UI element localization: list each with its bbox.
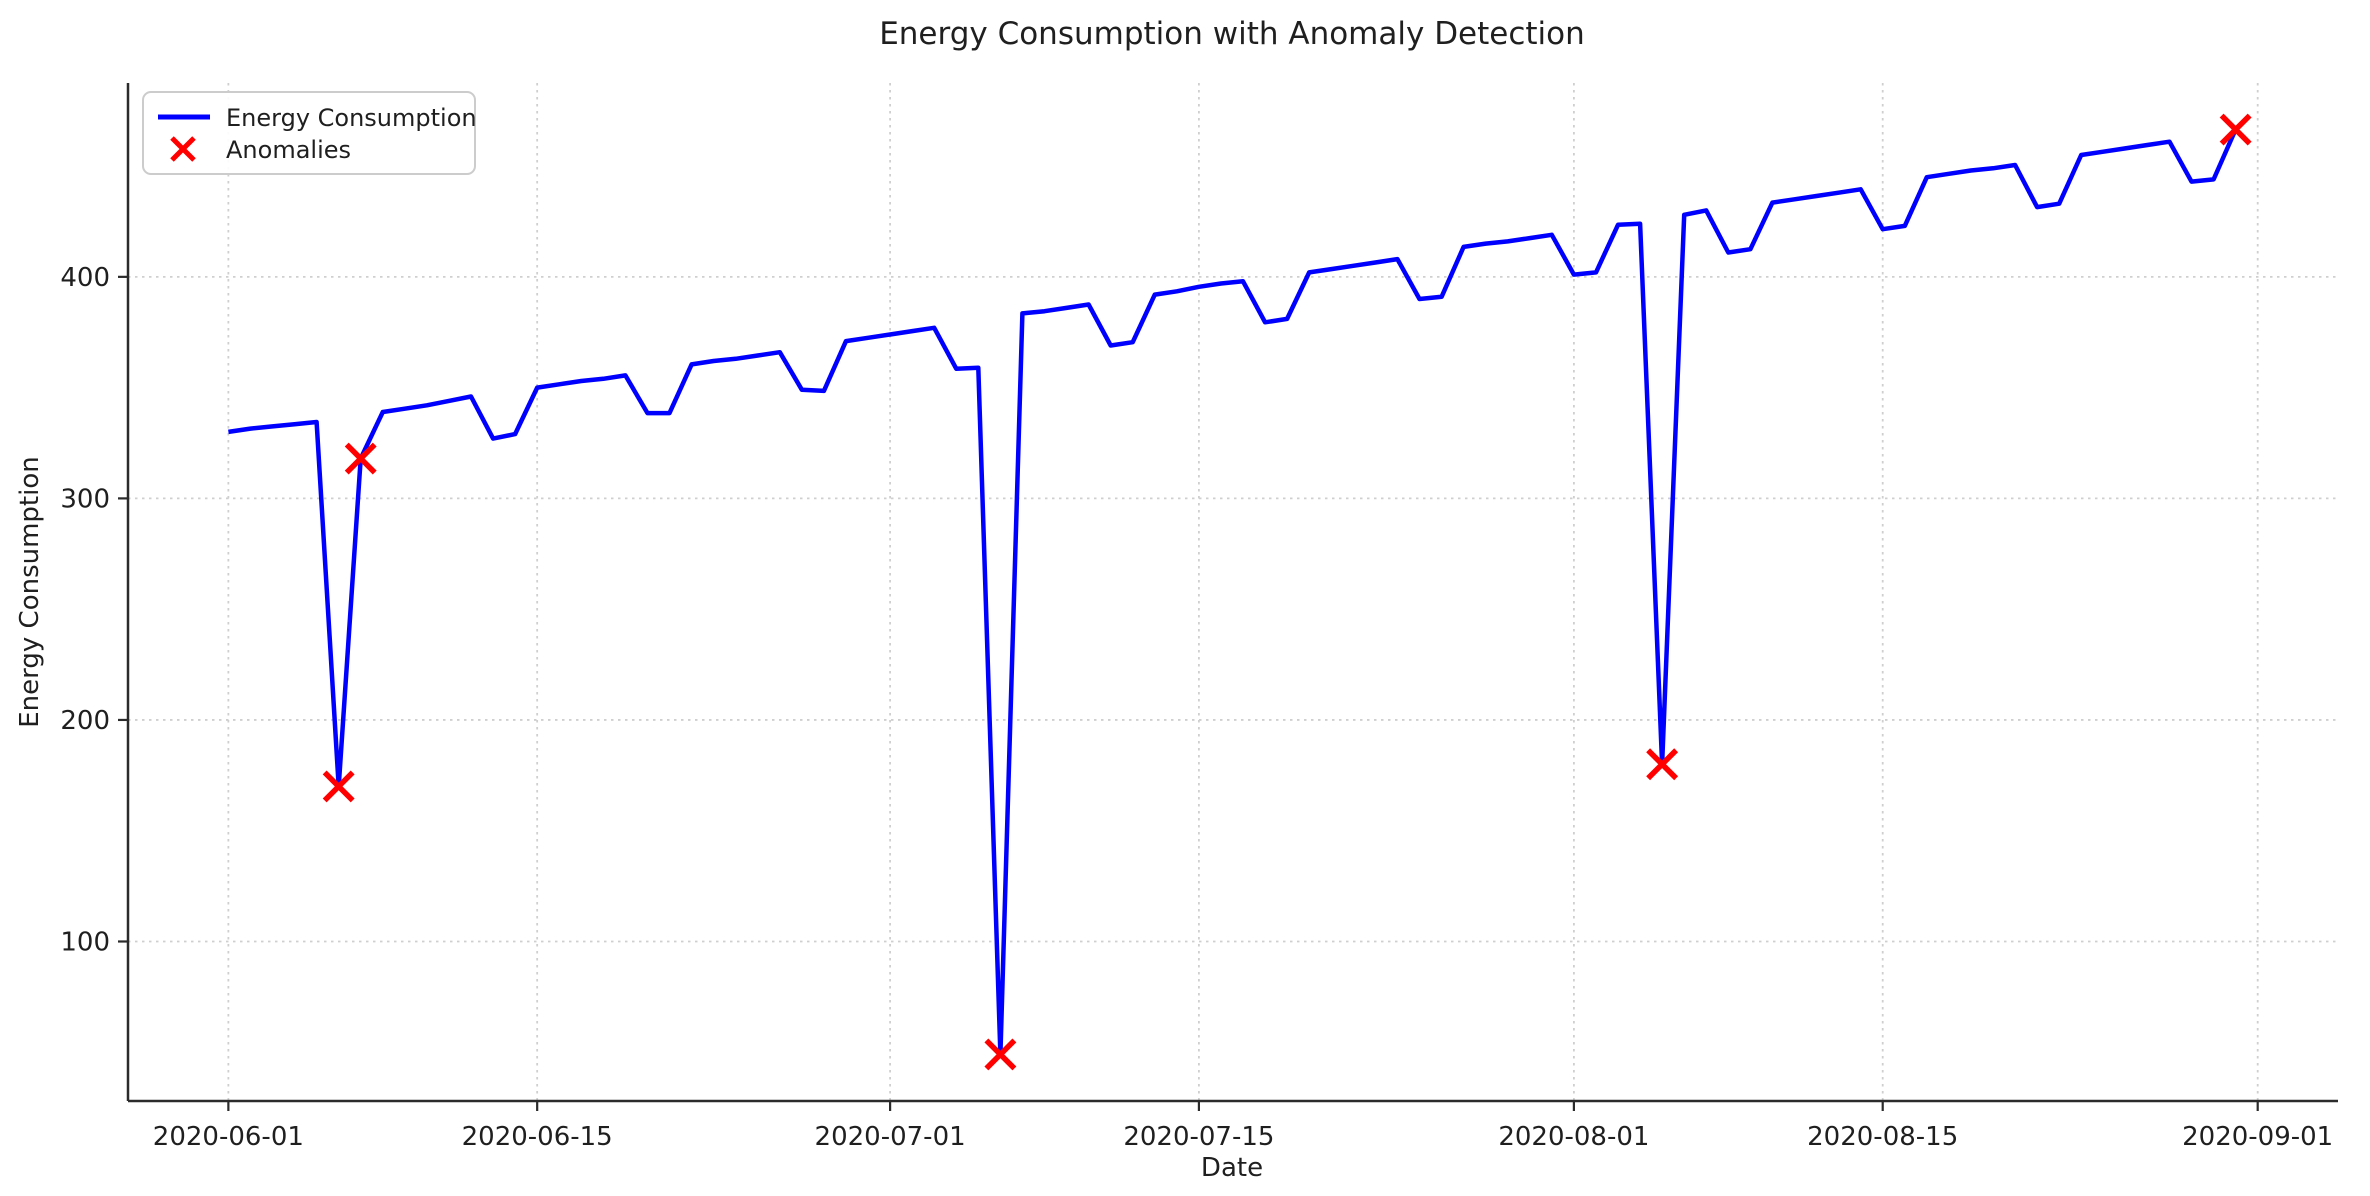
legend-label-anomalies: Anomalies bbox=[226, 136, 351, 164]
legend-anomaly-x-icon bbox=[170, 136, 196, 162]
anomaly-x-marker bbox=[322, 770, 355, 803]
x-tick-label: 2020-07-15 bbox=[1123, 1122, 1274, 1152]
legend-label-energy-consumption: Energy Consumption bbox=[226, 104, 477, 132]
anomaly-x-marker bbox=[1646, 748, 1679, 781]
x-tick-label: 2020-09-01 bbox=[2182, 1122, 2333, 1152]
x-tick-label: 2020-06-15 bbox=[462, 1122, 613, 1152]
y-tick-label: 100 bbox=[60, 927, 110, 957]
x-tick-label: 2020-08-01 bbox=[1498, 1122, 1649, 1152]
axes-spines bbox=[126, 83, 2338, 1103]
tick-label-layer: 2020-06-01 2020-06-15 2020-07-01 2020-07-15… bbox=[60, 263, 2333, 1152]
energy-consumption-line bbox=[228, 128, 2238, 1057]
x-tick-label: 2020-06-01 bbox=[153, 1122, 304, 1152]
anomaly-x-marker bbox=[984, 1038, 1017, 1071]
y-tick-label: 200 bbox=[60, 706, 110, 736]
x-tick-label: 2020-07-01 bbox=[815, 1122, 966, 1152]
legend: Energy Consumption Anomalies bbox=[142, 91, 477, 175]
tick-layer bbox=[118, 275, 2259, 1111]
x-tick-label: 2020-08-15 bbox=[1807, 1122, 1958, 1152]
anomaly-x-marker bbox=[2219, 113, 2252, 146]
chart-title: Energy Consumption with Anomaly Detectio… bbox=[879, 16, 1585, 52]
grid-layer bbox=[128, 83, 2336, 1101]
x-axis-label: Date bbox=[1201, 1153, 1263, 1183]
y-tick-label: 400 bbox=[60, 263, 110, 293]
anomaly-x-marker bbox=[344, 442, 377, 475]
legend-box bbox=[142, 91, 476, 175]
energy-consumption-series bbox=[228, 128, 2238, 1057]
y-axis-label: Energy Consumption bbox=[15, 456, 45, 728]
y-tick-label: 300 bbox=[60, 484, 110, 514]
anomaly-markers bbox=[322, 113, 2252, 1071]
